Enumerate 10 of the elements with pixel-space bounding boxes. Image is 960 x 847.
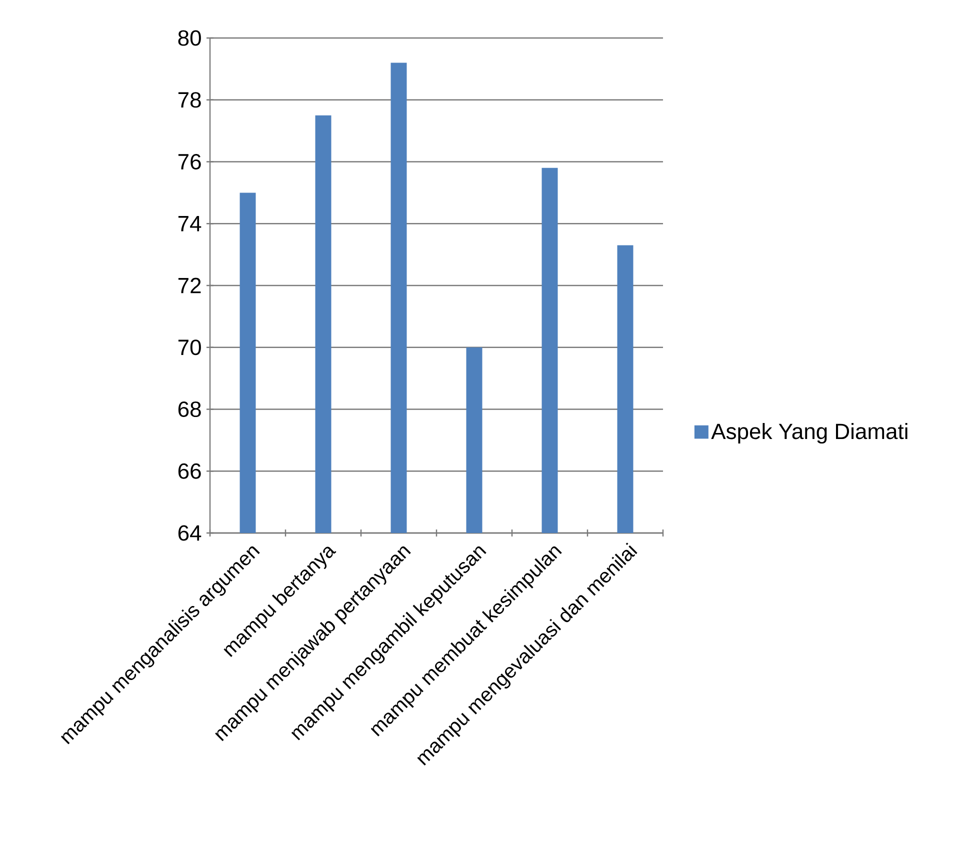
y-tick-label: 64 [178, 525, 202, 541]
y-tick-label: 78 [178, 92, 201, 108]
y-tick-label: 74 [178, 216, 202, 232]
legend-label: Aspek Yang Diamati [711, 423, 908, 444]
y-tick-label: 80 [178, 30, 201, 46]
y-tick-label: 76 [178, 154, 201, 170]
y-tick-label: 68 [178, 401, 201, 418]
y-tick-label: 70 [178, 340, 201, 356]
y-tick-label: 72 [178, 278, 201, 294]
y-tick-label: 66 [178, 463, 201, 479]
